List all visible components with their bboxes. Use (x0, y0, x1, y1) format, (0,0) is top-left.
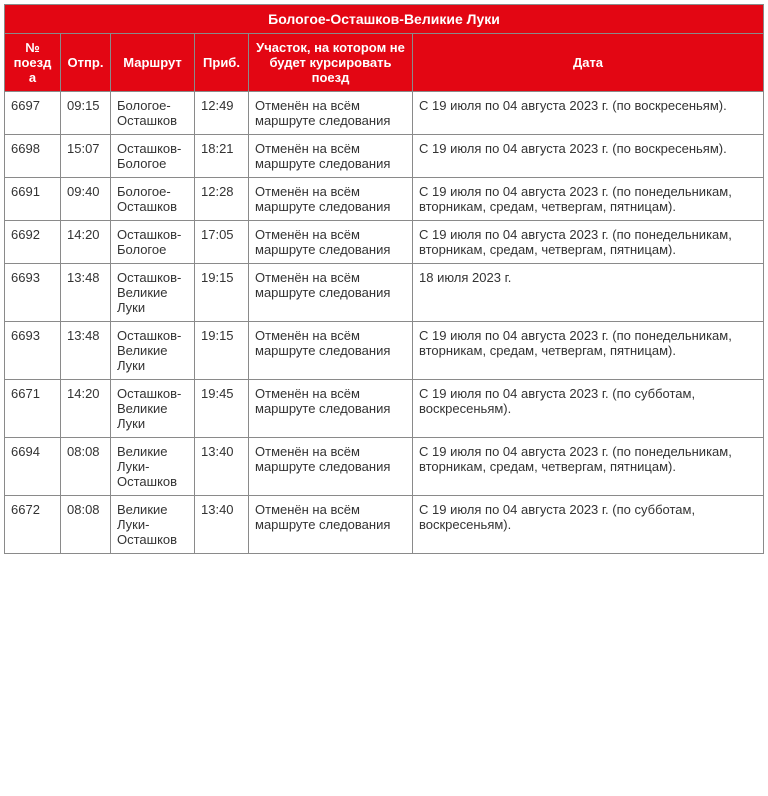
cell-arrival: 18:21 (195, 135, 249, 178)
cell-train-number: 6692 (5, 221, 61, 264)
cell-arrival: 19:15 (195, 264, 249, 322)
cell-route: Бологое-Осташков (111, 178, 195, 221)
cell-segment: Отменён на всём маршруте следования (249, 322, 413, 380)
table-row: 669214:20Осташков-Бологое17:05Отменён на… (5, 221, 764, 264)
cell-train-number: 6694 (5, 438, 61, 496)
col-header-train-number: № поезда (5, 34, 61, 92)
table-row: 669313:48Осташков-Великие Луки19:15Отмен… (5, 322, 764, 380)
cell-date: 18 июля 2023 г. (413, 264, 764, 322)
cell-train-number: 6693 (5, 264, 61, 322)
cell-route: Великие Луки-Осташков (111, 438, 195, 496)
cell-segment: Отменён на всём маршруте следования (249, 135, 413, 178)
table-title: Бологое-Осташков-Великие Луки (5, 5, 764, 34)
table-row: 669109:40Бологое-Осташков12:28Отменён на… (5, 178, 764, 221)
cell-departure: 15:07 (61, 135, 111, 178)
cell-departure: 14:20 (61, 380, 111, 438)
table-row: 669313:48Осташков-Великие Луки19:15Отмен… (5, 264, 764, 322)
cell-departure: 08:08 (61, 438, 111, 496)
cell-date: С 19 июля по 04 августа 2023 г. (по поне… (413, 438, 764, 496)
cell-departure: 13:48 (61, 264, 111, 322)
col-header-date: Дата (413, 34, 764, 92)
cell-train-number: 6697 (5, 92, 61, 135)
cell-date: С 19 июля по 04 августа 2023 г. (по воск… (413, 135, 764, 178)
cell-segment: Отменён на всём маршруте следования (249, 496, 413, 554)
cell-departure: 14:20 (61, 221, 111, 264)
cell-route: Бологое-Осташков (111, 92, 195, 135)
cell-arrival: 13:40 (195, 438, 249, 496)
table-header-row: № поезда Отпр. Маршрут Приб. Участок, на… (5, 34, 764, 92)
cell-segment: Отменён на всём маршруте следования (249, 264, 413, 322)
cell-date: С 19 июля по 04 августа 2023 г. (по поне… (413, 178, 764, 221)
cell-route: Осташков-Великие Луки (111, 322, 195, 380)
cell-arrival: 12:49 (195, 92, 249, 135)
cell-departure: 08:08 (61, 496, 111, 554)
table-row: 669815:07Осташков-Бологое18:21Отменён на… (5, 135, 764, 178)
cell-date: С 19 июля по 04 августа 2023 г. (по поне… (413, 322, 764, 380)
cell-date: С 19 июля по 04 августа 2023 г. (по субб… (413, 496, 764, 554)
cell-departure: 09:40 (61, 178, 111, 221)
table-row: 667114:20Осташков-Великие Луки19:45Отмен… (5, 380, 764, 438)
cell-segment: Отменён на всём маршруте следования (249, 221, 413, 264)
cell-segment: Отменён на всём маршруте следования (249, 92, 413, 135)
col-header-departure: Отпр. (61, 34, 111, 92)
schedule-table: Бологое-Осташков-Великие Луки № поезда О… (4, 4, 764, 554)
table-row: 667208:08Великие Луки-Осташков13:40Отмен… (5, 496, 764, 554)
cell-route: Великие Луки-Осташков (111, 496, 195, 554)
cell-departure: 09:15 (61, 92, 111, 135)
cell-date: С 19 июля по 04 августа 2023 г. (по поне… (413, 221, 764, 264)
col-header-segment: Участок, на котором не будет курсировать… (249, 34, 413, 92)
cell-route: Осташков-Великие Луки (111, 264, 195, 322)
cell-segment: Отменён на всём маршруте следования (249, 438, 413, 496)
col-header-arrival: Приб. (195, 34, 249, 92)
cell-train-number: 6693 (5, 322, 61, 380)
table-row: 669709:15Бологое-Осташков12:49Отменён на… (5, 92, 764, 135)
cell-train-number: 6698 (5, 135, 61, 178)
cell-arrival: 13:40 (195, 496, 249, 554)
col-header-route: Маршрут (111, 34, 195, 92)
cell-route: Осташков-Бологое (111, 221, 195, 264)
cell-arrival: 19:15 (195, 322, 249, 380)
cell-train-number: 6672 (5, 496, 61, 554)
cell-departure: 13:48 (61, 322, 111, 380)
cell-segment: Отменён на всём маршруте следования (249, 380, 413, 438)
cell-arrival: 17:05 (195, 221, 249, 264)
cell-date: С 19 июля по 04 августа 2023 г. (по субб… (413, 380, 764, 438)
table-body: 669709:15Бологое-Осташков12:49Отменён на… (5, 92, 764, 554)
table-row: 669408:08Великие Луки-Осташков13:40Отмен… (5, 438, 764, 496)
cell-date: С 19 июля по 04 августа 2023 г. (по воск… (413, 92, 764, 135)
cell-segment: Отменён на всём маршруте следования (249, 178, 413, 221)
cell-route: Осташков-Великие Луки (111, 380, 195, 438)
cell-arrival: 12:28 (195, 178, 249, 221)
cell-train-number: 6671 (5, 380, 61, 438)
cell-train-number: 6691 (5, 178, 61, 221)
cell-route: Осташков-Бологое (111, 135, 195, 178)
cell-arrival: 19:45 (195, 380, 249, 438)
